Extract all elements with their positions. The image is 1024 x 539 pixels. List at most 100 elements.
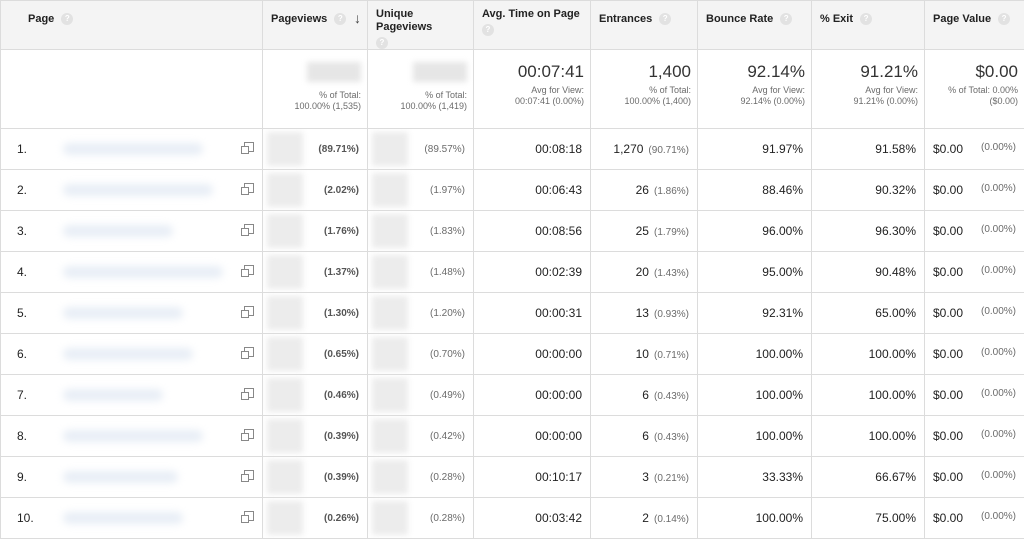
- page-value-cell: $0.00(0.00%): [925, 252, 1024, 293]
- open-page-icon[interactable]: [244, 183, 254, 193]
- column-header-entrances[interactable]: Entrances?: [591, 1, 698, 50]
- redacted-page-path[interactable]: [63, 430, 203, 442]
- row-index: 3.: [1, 224, 45, 238]
- open-page-icon[interactable]: [244, 511, 254, 521]
- page-cell[interactable]: 6.: [1, 334, 263, 375]
- bounce-rate-cell: 100.00%: [698, 416, 812, 457]
- page-value: $0.00: [933, 306, 963, 320]
- page-cell[interactable]: 1.: [1, 129, 263, 170]
- redacted-page-path[interactable]: [63, 389, 163, 401]
- redacted-page-path[interactable]: [63, 266, 223, 278]
- column-header-avg-time[interactable]: Avg. Time on Page?: [474, 1, 591, 50]
- open-page-icon[interactable]: [244, 429, 254, 439]
- page-cell[interactable]: 2.: [1, 170, 263, 211]
- entrances-value: 25: [636, 224, 649, 238]
- column-header-page[interactable]: Page?: [1, 1, 263, 50]
- column-header-bounce-rate[interactable]: Bounce Rate?: [698, 1, 812, 50]
- open-page-icon[interactable]: [244, 388, 254, 398]
- column-header-exit[interactable]: % Exit?: [812, 1, 925, 50]
- help-icon[interactable]: ?: [860, 13, 872, 25]
- redacted-value: [307, 62, 361, 82]
- unique-pageviews-cell: (0.42%): [368, 416, 474, 457]
- redacted-value: [372, 255, 408, 289]
- page-value-percent: (0.00%): [981, 511, 1016, 525]
- pageviews-cell: (0.65%): [263, 334, 368, 375]
- help-icon[interactable]: ?: [334, 13, 346, 25]
- entrances-percent: (1.79%): [654, 227, 689, 238]
- unique-pageviews-percent: (1.20%): [430, 308, 473, 319]
- avg-time-cell: 00:10:17: [474, 457, 591, 498]
- summary-value: 1,400: [597, 62, 691, 82]
- open-page-icon[interactable]: [244, 470, 254, 480]
- help-icon[interactable]: ?: [376, 37, 388, 49]
- sort-arrow-icon[interactable]: ↓: [354, 10, 361, 26]
- unique-pageviews-percent: (89.57%): [424, 144, 473, 155]
- redacted-page-path[interactable]: [63, 471, 178, 483]
- avg-time-cell: 00:00:00: [474, 375, 591, 416]
- redacted-page-path[interactable]: [63, 143, 203, 155]
- unique-pageviews-cell: (89.57%): [368, 129, 474, 170]
- help-icon[interactable]: ?: [659, 13, 671, 25]
- row-index: 6.: [1, 347, 45, 361]
- help-icon[interactable]: ?: [998, 13, 1010, 25]
- redacted-page-path[interactable]: [63, 307, 183, 319]
- page-value-cell: $0.00(0.00%): [925, 375, 1024, 416]
- entrances-value: 1,270: [613, 142, 643, 156]
- page-cell[interactable]: 7.: [1, 375, 263, 416]
- entrances-cell: 2(0.14%): [591, 498, 698, 539]
- redacted-page-path[interactable]: [63, 184, 213, 196]
- page-cell[interactable]: 10.: [1, 498, 263, 539]
- open-page-icon[interactable]: [244, 265, 254, 275]
- page-cell[interactable]: 3.: [1, 211, 263, 252]
- summary-value: 00:07:41: [480, 62, 584, 82]
- open-page-icon[interactable]: [244, 142, 254, 152]
- open-page-icon[interactable]: [244, 347, 254, 357]
- unique-pageviews-percent: (0.42%): [430, 431, 473, 442]
- avg-time-cell: 00:00:00: [474, 416, 591, 457]
- header-label: % Exit: [820, 13, 853, 25]
- summary-exit: 91.21% Avg for View: 91.21% (0.00%): [812, 50, 925, 129]
- summary-page-value: $0.00 % of Total: 0.00% ($0.00): [925, 50, 1024, 129]
- redacted-page-path[interactable]: [63, 512, 183, 524]
- open-page-icon[interactable]: [244, 306, 254, 316]
- column-header-pageviews[interactable]: Pageviews?↓: [263, 1, 368, 50]
- help-icon[interactable]: ?: [780, 13, 792, 25]
- avg-time-cell: 00:08:56: [474, 211, 591, 252]
- bounce-rate-cell: 92.31%: [698, 293, 812, 334]
- column-header-page-value[interactable]: Page Value?: [925, 1, 1024, 50]
- row-index: 1.: [1, 142, 45, 156]
- help-icon[interactable]: ?: [482, 24, 494, 36]
- page-cell[interactable]: 5.: [1, 293, 263, 334]
- redacted-value: [267, 337, 303, 371]
- page-cell[interactable]: 8.: [1, 416, 263, 457]
- page-value: $0.00: [933, 142, 963, 156]
- entrances-cell: 25 (1.79%): [591, 211, 698, 252]
- page-value: $0.00: [933, 388, 963, 402]
- bounce-rate-cell: 100.00%: [698, 334, 812, 375]
- row-index: 2.: [1, 183, 45, 197]
- summary-pageviews: % of Total: 100.00% (1,535): [263, 50, 368, 129]
- page-value-cell: $0.00(0.00%): [925, 170, 1024, 211]
- help-icon[interactable]: ?: [61, 13, 73, 25]
- page-cell[interactable]: 9.: [1, 457, 263, 498]
- entrances-cell: 6(0.43%): [591, 416, 698, 457]
- entrances-value: 2: [642, 511, 649, 525]
- page-cell[interactable]: 4.: [1, 252, 263, 293]
- redacted-page-path[interactable]: [63, 348, 193, 360]
- redacted-page-path[interactable]: [63, 225, 173, 237]
- bounce-rate-cell: 100.00%: [698, 375, 812, 416]
- column-header-unique-pageviews[interactable]: Unique Pageviews?: [368, 1, 474, 50]
- page-value-cell: $0.00(0.00%): [925, 457, 1024, 498]
- open-page-icon[interactable]: [244, 224, 254, 234]
